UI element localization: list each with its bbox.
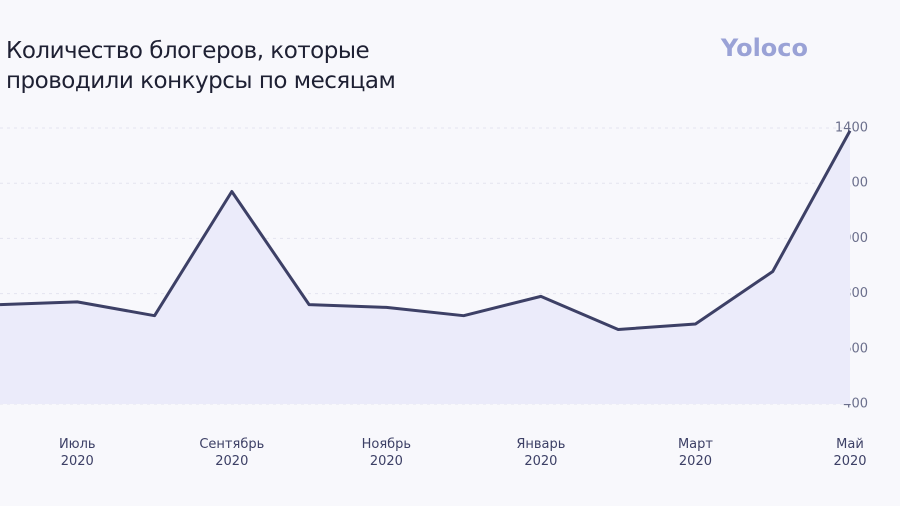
x-tick-label: Март 2020 — [677, 437, 713, 469]
brand-logo: Yoloco — [720, 34, 808, 62]
line — [0, 130, 852, 331]
x-tick-label: Июль 2020 — [58, 437, 96, 469]
area — [0, 130, 850, 404]
x-tick-label: Ноябрь 2020 — [361, 437, 412, 469]
x-tick-label: Январь 2020 — [516, 437, 566, 469]
chart-title: Количество блогеров, которые проводили к… — [6, 38, 396, 94]
y-tick-label: 1400 — [835, 121, 868, 136]
x-tick-label: Сентябрь 2020 — [199, 437, 265, 469]
x-tick-label: Май 2020 — [833, 437, 867, 469]
